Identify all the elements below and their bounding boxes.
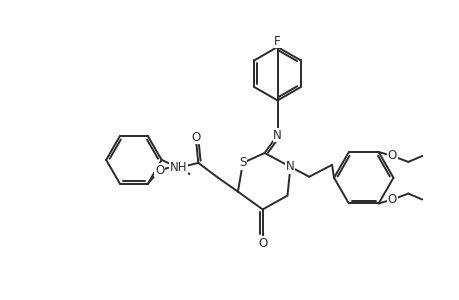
Text: O: O: [387, 149, 396, 163]
Text: N: N: [273, 129, 281, 142]
Text: O: O: [191, 130, 201, 144]
Text: O: O: [257, 237, 267, 250]
Text: N: N: [285, 160, 294, 173]
Text: F: F: [274, 34, 280, 47]
Text: NH: NH: [169, 161, 187, 174]
Text: S: S: [239, 156, 246, 170]
Text: O: O: [387, 193, 396, 206]
Text: O: O: [155, 164, 164, 177]
